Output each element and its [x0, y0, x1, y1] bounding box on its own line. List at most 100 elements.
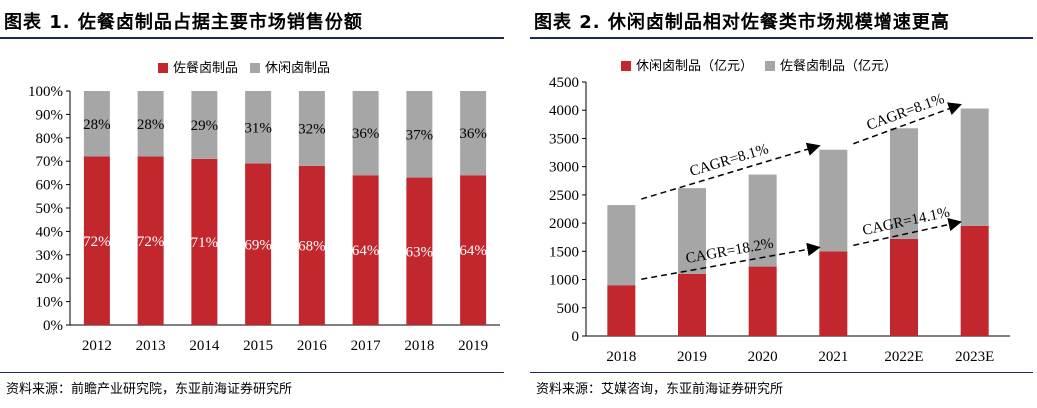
y-tick-label: 2500 — [549, 188, 579, 204]
x-tick-label: 2021 — [818, 349, 848, 365]
bar-segment-red — [352, 175, 379, 325]
bar-segment-gray — [460, 91, 487, 176]
bar-segment-red — [960, 225, 989, 336]
cagr-arrow — [853, 217, 962, 247]
y-tick-label: 70% — [36, 154, 64, 170]
legend-label: 休闲卤制品 — [265, 60, 330, 76]
bar-segment-red — [890, 238, 918, 336]
cagr-arrow — [641, 242, 821, 280]
data-label: 68% — [298, 238, 326, 254]
cagr-label: CAGR=8.1% — [865, 91, 947, 134]
y-tick-label: 4500 — [549, 75, 579, 91]
data-label: 28% — [137, 117, 165, 133]
y-tick-label: 50% — [36, 201, 64, 217]
y-tick-label: 80% — [36, 131, 64, 147]
bar-segment-red — [245, 163, 272, 325]
bar-segment-gray — [406, 91, 433, 178]
y-tick-label: 100% — [28, 84, 63, 100]
bar-segment-red — [137, 156, 164, 325]
y-tick-label: 90% — [36, 107, 64, 123]
x-tick-label: 2018 — [606, 349, 636, 365]
bar-segment-red — [460, 175, 487, 325]
right-title-rule — [530, 37, 1033, 39]
data-label: 32% — [298, 121, 326, 137]
y-tick-label: 40% — [36, 224, 64, 240]
bar-segment-red — [191, 158, 218, 325]
legend-label: 佐餐卤制品 — [173, 60, 238, 76]
data-label: 69% — [244, 237, 272, 253]
x-tick-label: 2015 — [243, 338, 273, 354]
data-label: 36% — [459, 126, 487, 142]
cagr-label: CAGR=8.1% — [688, 141, 771, 180]
right-chart-title: 图表 2. 休闲卤制品相对佐餐类市场规模增速更高 — [534, 12, 950, 33]
left-chart-title: 图表 1. 佐餐卤制品占据主要市场销售份额 — [4, 12, 363, 33]
y-tick-label: 3500 — [549, 131, 579, 147]
x-tick-label: 2019 — [458, 338, 488, 354]
data-label: 71% — [191, 235, 219, 251]
data-label: 72% — [83, 234, 111, 250]
y-tick-label: 4000 — [549, 103, 579, 119]
data-label: 28% — [83, 117, 111, 133]
bar-segment-gray — [191, 91, 218, 159]
x-tick-label: 2012 — [82, 338, 112, 354]
data-label: 63% — [406, 244, 434, 260]
bar-segment-gray — [678, 188, 706, 274]
data-label: 37% — [406, 127, 434, 143]
bar-segment-gray — [890, 128, 918, 239]
bar-segment-gray — [352, 91, 379, 176]
x-tick-label: 2019 — [677, 349, 707, 365]
bar-segment-gray — [819, 149, 848, 252]
right-source-note: 资料来源：艾媒咨询，东亚前海证券研究所 — [536, 382, 784, 397]
bar-segment-gray — [245, 91, 272, 164]
right-source-rule — [530, 372, 1033, 373]
legend-label: 休闲卤制品（亿元） — [636, 58, 753, 74]
legend-label: 佐餐卤制品（亿元） — [780, 58, 897, 74]
bar-segment-gray — [83, 91, 110, 157]
bar-segment-red — [748, 266, 777, 336]
bar-segment-red — [83, 156, 110, 325]
x-tick-label: 2016 — [297, 338, 328, 354]
bar-segment-gray — [607, 205, 636, 286]
y-tick-label: 1000 — [549, 273, 579, 289]
legend-swatch — [158, 63, 168, 73]
data-label: 36% — [352, 126, 380, 142]
data-label: 64% — [459, 243, 487, 259]
left-source-rule — [0, 372, 504, 373]
right-stacked-bar-chart: 0 500 1000 1500 2000 2500 3000 3500 4000 4500 2018… — [549, 58, 1010, 365]
x-tick-label: 2013 — [136, 338, 166, 354]
y-tick-label: 500 — [557, 301, 580, 317]
bar-segment-red — [298, 165, 325, 325]
data-label: 29% — [191, 118, 219, 134]
y-tick-label: 3000 — [549, 160, 579, 176]
cagr-arrow — [641, 142, 821, 200]
y-tick-label: 0 — [572, 329, 580, 345]
bar-segment-gray — [960, 108, 989, 226]
bar-segment-gray — [137, 91, 164, 157]
data-label: 31% — [244, 120, 272, 136]
legend-swatch — [250, 63, 261, 73]
left-panel: 图表 1. 佐餐卤制品占据主要市场销售份额 0% 10% 20% 30% 40% 50% 6… — [0, 0, 508, 408]
x-tick-label: 2018 — [404, 338, 434, 354]
right-panel: 图表 2. 休闲卤制品相对佐餐类市场规模增速更高 0 500 1000 1500 200… — [530, 0, 1037, 408]
data-label: 64% — [352, 243, 380, 259]
legend-swatch — [621, 61, 631, 71]
x-tick-label: 2020 — [748, 349, 778, 365]
bar-segment-gray — [298, 91, 325, 166]
bar-segment-gray — [748, 174, 777, 267]
y-tick-label: 30% — [36, 248, 64, 264]
y-tick-label: 10% — [36, 295, 64, 311]
bar-segment-red — [678, 273, 706, 336]
bar-segment-red — [819, 251, 848, 336]
bar-segment-red — [607, 285, 636, 336]
y-tick-label: 60% — [36, 178, 64, 194]
bar-segment-red — [406, 177, 433, 325]
x-tick-label: 2017 — [351, 338, 382, 354]
x-tick-label: 2023E — [955, 349, 994, 365]
x-tick-label: 2022E — [884, 349, 923, 365]
left-source-note: 资料来源：前瞻产业研究院，东亚前海证券研究所 — [6, 382, 293, 397]
y-tick-label: 2000 — [549, 216, 579, 232]
x-tick-label: 2014 — [189, 338, 220, 354]
y-tick-label: 20% — [36, 271, 64, 287]
left-title-rule — [0, 37, 504, 39]
legend-swatch — [765, 61, 776, 71]
